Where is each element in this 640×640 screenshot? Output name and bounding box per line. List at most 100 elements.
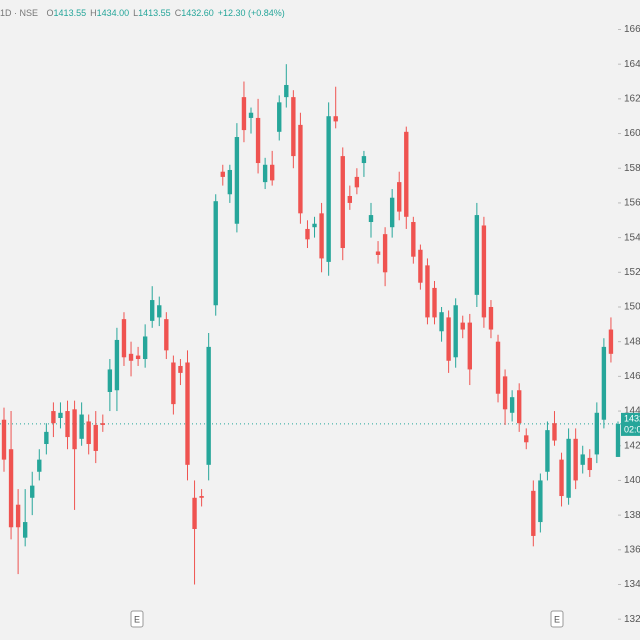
candle-body — [8, 449, 14, 528]
legend-value: 1434.00 — [97, 8, 130, 18]
event-marker: E — [550, 610, 564, 628]
candle-body — [446, 317, 451, 361]
candle-body — [361, 156, 367, 164]
candle-body — [580, 454, 585, 465]
y-tick-label: 1460 — [624, 371, 640, 382]
candle-body — [404, 131, 409, 217]
candle-body — [277, 102, 282, 132]
candle-body — [178, 365, 183, 373]
candle-body — [79, 414, 84, 439]
candle-body — [552, 423, 557, 441]
legend-key: C — [175, 8, 182, 18]
candle-body — [44, 431, 49, 445]
candle-body — [531, 490, 536, 536]
candle-body — [587, 457, 592, 471]
candle-body — [248, 112, 254, 118]
y-tick-label: 1540 — [624, 232, 640, 243]
y-tick-label: 1600 — [624, 128, 640, 139]
candle-body — [234, 137, 240, 224]
candle-body — [298, 124, 303, 214]
candle-body — [601, 346, 607, 420]
symbol-info: 1D · NSE — [0, 8, 38, 18]
candle-body — [411, 222, 416, 257]
y-tick-label: 1360 — [624, 544, 640, 555]
candle-body — [432, 287, 437, 318]
candle-body — [291, 97, 296, 157]
candle-body — [37, 459, 42, 472]
event-label: E — [134, 614, 140, 624]
y-tick-label: 1400 — [624, 475, 640, 486]
candle-body — [65, 411, 70, 438]
candle-body — [142, 336, 148, 360]
legend-key: O — [47, 8, 54, 18]
candle-body — [284, 84, 289, 98]
candle-body — [502, 376, 508, 410]
y-tick-label: 1440 — [624, 406, 640, 417]
candle-body — [418, 249, 423, 283]
y-tick-label: 1660 — [624, 24, 640, 35]
event-marker: E — [130, 610, 144, 628]
candle-body — [509, 397, 515, 413]
y-tick-label: 1420 — [624, 440, 640, 451]
price-tag — [621, 412, 640, 436]
candle-body — [1, 419, 7, 460]
y-tick-label: 1500 — [624, 302, 640, 313]
candle-body — [333, 116, 338, 122]
price-axis: 1320 1340 1360 1380 1400 1420 1440 1460 1480 1500… — [621, 24, 640, 625]
candle-body — [107, 369, 113, 392]
candle-body — [460, 322, 465, 330]
candle-body — [389, 197, 395, 228]
candle-body — [262, 164, 268, 183]
candle-body — [481, 225, 487, 318]
y-tick-label: 1340 — [624, 579, 640, 590]
candle-body — [269, 164, 275, 181]
y-tick-label: 1580 — [624, 163, 640, 174]
y-tick-label: 1320 — [624, 614, 640, 625]
candle-body — [213, 201, 218, 306]
candle-body — [22, 522, 28, 538]
candle-body — [425, 265, 430, 318]
candle-body — [594, 412, 600, 455]
candle-body — [524, 435, 529, 443]
candle-body — [347, 195, 353, 203]
candle-body — [340, 156, 345, 249]
legend-value: 1432.60 — [181, 8, 214, 18]
candle-body — [319, 213, 324, 259]
candle-body — [227, 169, 233, 195]
candle-body — [58, 412, 63, 418]
candle-body — [171, 362, 176, 405]
candle-body — [206, 346, 211, 465]
y-tick-label: 1640 — [624, 59, 640, 70]
candle-body — [538, 480, 543, 523]
candle-body — [517, 390, 522, 424]
header: 1D · NSE O1413.55 H1434.00 L1413.55 C1432.6… — [0, 8, 285, 18]
price-tag-label: 1432.60 — [624, 413, 640, 423]
legend-value: 1413.55 — [54, 8, 87, 18]
candle-body — [15, 504, 21, 528]
candle-body — [326, 116, 331, 262]
candle-body — [467, 322, 472, 370]
legend-key: H — [90, 8, 97, 18]
candle-body — [474, 215, 480, 295]
candle-body — [164, 319, 169, 351]
candle-body — [150, 300, 155, 321]
candle-body — [135, 355, 141, 360]
candle-body — [312, 223, 317, 228]
candle-body — [397, 182, 402, 212]
candle-body — [453, 305, 458, 358]
candle-body — [30, 485, 35, 498]
candle-body — [573, 438, 578, 481]
y-tick-label: 1560 — [624, 198, 640, 209]
candle-body — [128, 353, 134, 361]
legend-key: L — [133, 8, 138, 18]
candle-body — [382, 234, 388, 273]
legend-value: 1413.55 — [138, 8, 171, 18]
candle-body — [157, 305, 162, 318]
candle-body — [185, 362, 190, 465]
candle-body — [93, 424, 98, 451]
candle-body — [100, 423, 105, 425]
candle-body — [255, 117, 261, 164]
event-label: E — [554, 614, 560, 624]
